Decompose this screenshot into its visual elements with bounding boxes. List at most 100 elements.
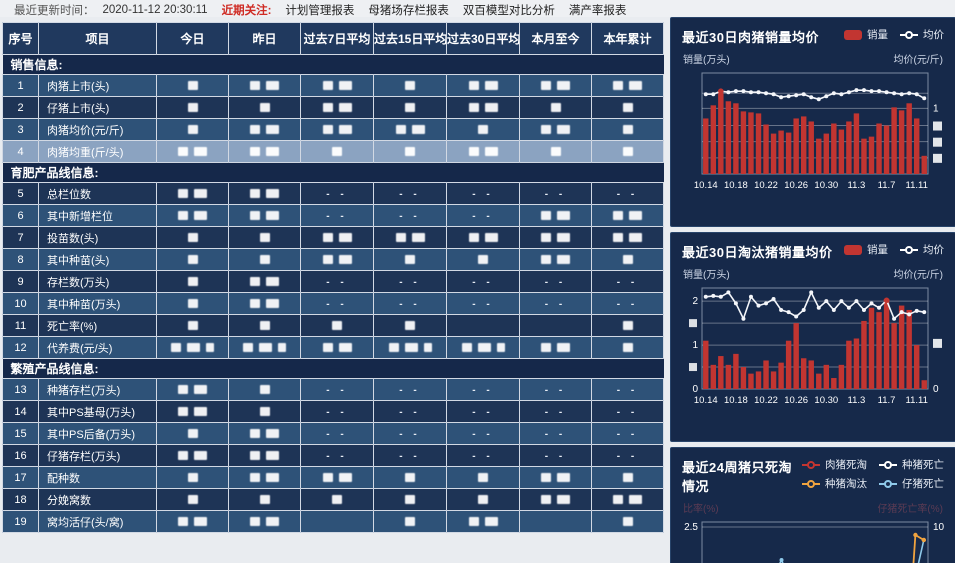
metric-cell: - - (519, 270, 592, 293)
redacted-value (243, 343, 253, 353)
legend-dot-icon (905, 245, 913, 254)
redacted-value (557, 233, 570, 243)
legend-item[interactable]: 销量 (844, 27, 888, 42)
metric-row[interactable]: 15 其中PS后备(万头) - - - - - - - - - - (2, 422, 664, 445)
metric-row[interactable]: 7 投苗数(头) (2, 226, 664, 249)
metric-cell: - - (300, 270, 374, 293)
legend-item[interactable]: 肉猪死淘 (802, 457, 867, 472)
dash-value: - - (326, 188, 348, 200)
metric-row[interactable]: 4 肉猪均重(斤/头) (2, 140, 664, 163)
metric-cell (300, 488, 374, 511)
redacted-value (322, 343, 333, 353)
legend-item[interactable]: 仔猪死亡 (879, 476, 944, 491)
dash-value: - - (472, 298, 494, 310)
section-label: 育肥产品线信息: (2, 162, 664, 183)
redacted-value (259, 407, 270, 417)
metric-row[interactable]: 19 窝均活仔(头/窝) (2, 510, 664, 533)
redacted-value (322, 233, 333, 243)
metric-row[interactable]: 17 配种数 (2, 466, 664, 489)
svg-text:10.22: 10.22 (754, 180, 778, 191)
metric-label: 种猪存栏(万头) (38, 378, 157, 401)
metric-row[interactable]: 9 存栏数(万头) - - - - - - - - - - (2, 270, 664, 293)
redacted-value (541, 343, 551, 353)
redacted-value (405, 103, 415, 113)
metric-cell (156, 314, 229, 337)
col-header: 序号 (2, 22, 39, 55)
metric-cell (156, 444, 229, 467)
metric-row[interactable]: 16 仔猪存栏(万头) - - - - - - - - - - (2, 444, 664, 467)
redacted-value (468, 81, 479, 91)
redacted-value (622, 473, 633, 483)
metric-cell (519, 466, 592, 489)
metric-row[interactable]: 1 肉猪上市(头) (2, 74, 664, 97)
redacted-value (404, 343, 418, 353)
dash-value: - - (326, 298, 348, 310)
legend-item[interactable]: 均价 (900, 242, 944, 257)
metric-cell (228, 444, 301, 467)
metric-row[interactable]: 12 代养费(元/头) (2, 336, 664, 359)
metric-label: 总栏位数 (38, 182, 157, 205)
metric-cell (373, 488, 447, 511)
row-index: 5 (2, 182, 39, 205)
metric-row[interactable]: 11 死亡率(%) (2, 314, 664, 337)
redacted-value (178, 147, 188, 157)
redacted-value (557, 125, 570, 135)
dash-value: - - (544, 276, 567, 288)
redacted-value (478, 255, 488, 265)
metric-cell (228, 270, 301, 293)
metric-row[interactable]: 10 其中种苗(万头) - - - - - - - - - - (2, 292, 664, 315)
dash-value: - - (544, 188, 567, 200)
redacted-value (622, 343, 633, 353)
metric-row[interactable]: 13 种猪存栏(万头) - - - - - - - - - - (2, 378, 664, 401)
redacted-value (557, 255, 570, 265)
axis-label-right: 均价(元/斤) (893, 55, 943, 66)
redacted-value (194, 211, 207, 221)
dash-value: - - (326, 276, 348, 288)
redacted-value (322, 125, 333, 135)
redacted-value (541, 473, 551, 483)
metric-cell (228, 422, 301, 445)
metric-row[interactable]: 14 其中PS基母(万头) - - - - - - - - - - (2, 400, 664, 423)
svg-text:10.26: 10.26 (784, 395, 808, 406)
report-link[interactable]: 母猪场存栏报表 (368, 4, 449, 17)
metric-row[interactable]: 3 肉猪均价(元/斤) (2, 118, 664, 141)
row-index: 15 (2, 422, 39, 445)
dash-value: - - (472, 428, 494, 440)
redacted-value (405, 517, 415, 527)
redacted-value (266, 81, 279, 91)
metric-cell (373, 74, 447, 97)
metric-row[interactable]: 5 总栏位数 - - - - - - - - - - (2, 182, 664, 205)
report-link[interactable]: 计划管理报表 (285, 4, 355, 17)
metric-row[interactable]: 2 仔猪上市(头) (2, 96, 664, 119)
report-link[interactable]: 双百模型对比分析 (462, 4, 555, 17)
metric-cell (446, 314, 520, 337)
legend-item[interactable]: 销量 (844, 242, 888, 257)
redacted-value (395, 125, 406, 135)
dash-value: - - (399, 188, 421, 200)
legend-dot-icon (884, 479, 892, 488)
metric-row[interactable]: 8 其中种苗(头) (2, 248, 664, 271)
redacted-value (478, 495, 488, 505)
legend-item[interactable]: 种猪死亡 (879, 457, 944, 472)
metric-cell (591, 204, 664, 227)
metric-label: 投苗数(头) (38, 226, 157, 249)
redacted-value (187, 277, 198, 287)
redacted-value (629, 495, 642, 505)
metric-row[interactable]: 18 分娩窝数 (2, 488, 664, 511)
legend-item[interactable]: 种猪淘汰 (802, 476, 867, 491)
metric-cell (373, 510, 447, 533)
redacted-value (266, 429, 279, 439)
dash-value: - - (616, 384, 639, 396)
redacted-value (178, 517, 188, 527)
svg-text:10.14: 10.14 (694, 180, 718, 191)
metric-cell: - - (446, 444, 520, 467)
redacted-value (484, 103, 498, 113)
col-header: 本月至今 (519, 22, 592, 55)
metric-row[interactable]: 6 其中新增栏位 - - - - - - (2, 204, 664, 227)
metric-label: 肉猪上市(头) (38, 74, 157, 97)
metric-cell: - - (300, 378, 374, 401)
row-index: 13 (2, 378, 39, 401)
report-link[interactable]: 满产率报表 (568, 4, 627, 17)
dash-value: - - (544, 298, 567, 310)
legend-item[interactable]: 均价 (900, 27, 944, 42)
